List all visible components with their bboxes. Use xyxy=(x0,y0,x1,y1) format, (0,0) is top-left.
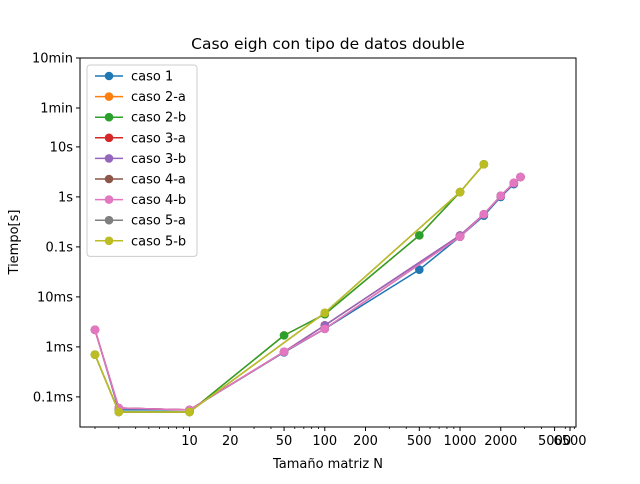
data-point xyxy=(279,331,289,340)
legend-label: caso 5-a xyxy=(131,214,186,229)
series-line xyxy=(94,176,522,411)
legend-label: caso 1 xyxy=(131,70,173,85)
chart-title: Caso eigh con tipo de datos double xyxy=(191,35,465,53)
data-point xyxy=(279,347,289,357)
data-point xyxy=(415,231,424,240)
y-tick-label: 1s xyxy=(58,190,73,205)
legend-item: caso 2-a xyxy=(95,90,186,105)
legend-swatch-marker xyxy=(104,174,114,184)
data-point xyxy=(90,325,100,335)
legend-label: caso 3-a xyxy=(131,131,186,146)
data-point xyxy=(320,324,330,334)
data-point xyxy=(479,159,489,169)
legend-label: caso 2-a xyxy=(131,90,186,105)
legend-item: caso 5-b xyxy=(95,234,186,249)
x-axis-label: Tamaño matriz N xyxy=(272,457,383,472)
x-tick-label: 2000 xyxy=(484,434,517,449)
y-tick-label: 0.1s xyxy=(46,240,74,255)
x-tick-label: 5000 xyxy=(538,434,571,449)
legend-item: caso 5-a xyxy=(95,214,186,229)
series-line xyxy=(94,163,485,413)
data-point xyxy=(496,191,506,201)
legend-item: caso 4-a xyxy=(95,173,186,188)
data-point xyxy=(185,407,194,417)
y-tick-label: 10min xyxy=(32,52,73,67)
data-point xyxy=(320,308,330,318)
x-tick-label: 200 xyxy=(353,434,378,449)
x-tick-label: 1000 xyxy=(443,434,476,449)
y-tick-label: 10s xyxy=(50,140,74,155)
legend-swatch-marker xyxy=(104,112,114,122)
x-tick-label: 500 xyxy=(407,434,432,449)
x-tick-label: 50 xyxy=(276,434,293,449)
legend-swatch-marker xyxy=(104,195,114,204)
legend-item: caso 4-b xyxy=(95,193,186,208)
legend-label: caso 4-b xyxy=(131,193,186,208)
data-point xyxy=(114,407,124,417)
legend-swatch-marker xyxy=(104,154,114,163)
y-tick-label: 10ms xyxy=(37,290,73,305)
x-tick-label: 100 xyxy=(312,434,337,449)
data-point xyxy=(509,178,519,188)
legend-label: caso 5-b xyxy=(131,234,186,249)
legend: caso 1 caso 2-a caso 2-b caso 3-a caso 3-b ca… xyxy=(86,64,198,257)
plot-area xyxy=(90,159,525,417)
legend-swatch-marker xyxy=(104,71,114,81)
data-point xyxy=(516,172,525,182)
legend-box xyxy=(86,64,198,257)
data-point xyxy=(455,187,465,197)
legend-label: caso 3-b xyxy=(131,152,186,167)
legend-item: caso 3-a xyxy=(95,131,186,146)
x-tick-label: 10 xyxy=(181,434,198,449)
x-tick-label: 6500 xyxy=(553,434,586,449)
y-axis: 0.1ms 1ms 10ms 0.1s 1s 10s 1min 10min xyxy=(32,52,80,405)
y-tick-label: 0.1ms xyxy=(33,390,73,405)
legend-item: caso 1 xyxy=(95,70,173,85)
legend-swatch-marker xyxy=(104,92,114,101)
axes-frame xyxy=(79,57,577,428)
legend-label: caso 4-a xyxy=(131,173,186,188)
legend-swatch-marker xyxy=(104,215,114,225)
legend-item: caso 3-b xyxy=(95,152,186,167)
y-tick-label: 1min xyxy=(40,101,73,116)
series-caso-5-b xyxy=(90,159,489,417)
data-point xyxy=(415,265,424,274)
data-point xyxy=(455,232,465,241)
legend-swatch-marker xyxy=(104,236,114,246)
x-tick-label: 20 xyxy=(222,434,239,449)
data-point xyxy=(90,350,100,359)
y-axis-label: Tiempo[s] xyxy=(7,210,22,276)
y-tick-label: 1ms xyxy=(45,340,73,355)
legend-swatch-marker xyxy=(104,133,114,143)
legend-item: caso 2-b xyxy=(95,111,186,126)
data-point xyxy=(479,209,489,219)
legend-label: caso 2-b xyxy=(131,111,186,126)
